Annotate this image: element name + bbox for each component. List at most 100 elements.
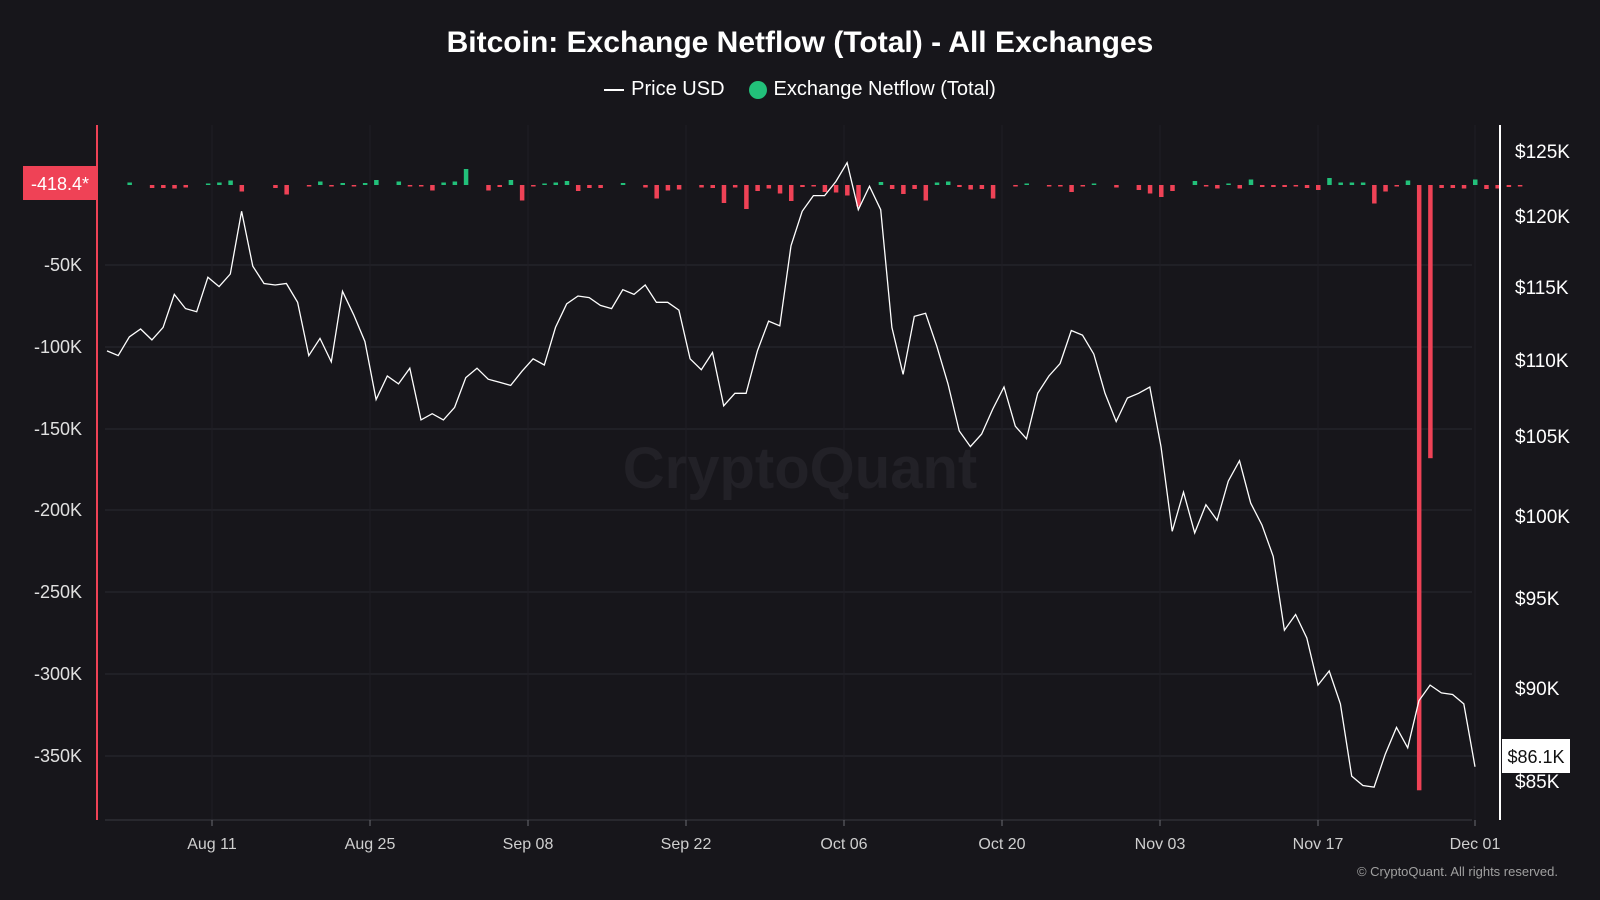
right-tick-label: $110K bbox=[1515, 351, 1569, 372]
netflow-bar bbox=[418, 185, 424, 187]
netflow-bar bbox=[766, 185, 772, 189]
netflow-bar bbox=[1360, 182, 1366, 185]
netflow-bar bbox=[205, 183, 211, 185]
netflow-bar bbox=[990, 185, 996, 199]
netflow-bar bbox=[598, 185, 603, 188]
netflow-bar bbox=[620, 183, 626, 185]
netflow-bar bbox=[1461, 185, 1467, 189]
netflow-bar bbox=[1013, 185, 1018, 187]
netflow-bar bbox=[721, 185, 727, 203]
netflow-bar bbox=[239, 185, 245, 192]
left-tick-label: -250K bbox=[34, 582, 82, 602]
netflow-bar bbox=[1203, 185, 1209, 187]
left-value-badge-label: -418.4* bbox=[31, 174, 89, 194]
right-tick-label: $85K bbox=[1515, 772, 1560, 793]
legend-item-netflow[interactable]: Exchange Netflow (Total) bbox=[748, 78, 996, 101]
netflow-bar bbox=[699, 185, 704, 188]
netflow-bar bbox=[463, 169, 469, 185]
netflow-bar bbox=[1383, 185, 1388, 192]
netflow-bar bbox=[800, 185, 805, 187]
netflow-bar bbox=[497, 185, 502, 187]
netflow-bar bbox=[822, 185, 828, 192]
netflow-bar bbox=[1248, 179, 1254, 185]
left-value-badge bbox=[23, 166, 96, 200]
netflow-bar bbox=[1338, 182, 1343, 185]
right-tick-label: $90K bbox=[1515, 679, 1560, 700]
netflow-bar bbox=[396, 181, 402, 185]
netflow-bar bbox=[665, 185, 671, 191]
chart-legend: Price USD Exchange Netflow (Total) bbox=[0, 78, 1600, 101]
netflow-bar bbox=[1136, 185, 1142, 190]
netflow-bar bbox=[1484, 185, 1489, 189]
netflow-bar bbox=[710, 185, 716, 188]
x-tick-label: Oct 20 bbox=[978, 836, 1025, 853]
netflow-bar bbox=[833, 185, 839, 193]
x-tick-label: Oct 06 bbox=[820, 836, 867, 853]
netflow-bar bbox=[441, 182, 446, 185]
netflow-bar bbox=[1159, 185, 1164, 197]
netflow-bar bbox=[1091, 183, 1097, 185]
netflow-bar bbox=[1439, 185, 1444, 188]
netflow-bar bbox=[362, 183, 368, 185]
netflow-bar bbox=[1237, 185, 1243, 189]
chart-title: Bitcoin: Exchange Netflow (Total) - All … bbox=[446, 26, 1154, 59]
netflow-bar bbox=[329, 185, 334, 187]
x-tick-label: Aug 11 bbox=[187, 836, 237, 853]
netflow-bar bbox=[968, 185, 973, 190]
netflow-bar bbox=[318, 181, 323, 185]
netflow-bar bbox=[1405, 180, 1411, 185]
netflow-bar bbox=[1024, 183, 1029, 185]
netflow-bar bbox=[486, 185, 491, 191]
netflow-bar bbox=[945, 181, 951, 185]
legend-item-price[interactable]: Price USD bbox=[604, 78, 725, 101]
netflow-bar bbox=[755, 185, 760, 191]
right-tick-label: $100K bbox=[1515, 507, 1570, 528]
netflow-bar bbox=[1046, 185, 1052, 187]
netflow-bar bbox=[1372, 185, 1377, 204]
netflow-bar bbox=[430, 185, 435, 191]
x-tick-label: Sep 08 bbox=[503, 836, 554, 853]
netflow-bar bbox=[1416, 185, 1422, 791]
x-tick-label: Sep 22 bbox=[661, 836, 712, 853]
netflow-bar bbox=[889, 185, 895, 189]
netflow-bar bbox=[508, 180, 514, 185]
netflow-bar bbox=[979, 185, 985, 189]
netflow-bar bbox=[452, 181, 458, 185]
netflow-bar bbox=[1517, 185, 1523, 187]
left-tick-label: -350K bbox=[34, 746, 82, 766]
netflow-bar bbox=[654, 185, 659, 199]
netflow-bar bbox=[183, 185, 188, 188]
netflow-bar bbox=[1114, 185, 1119, 188]
right-tick-label: $105K bbox=[1515, 427, 1570, 448]
netflow-bar bbox=[845, 185, 850, 196]
netflow-bar bbox=[587, 185, 592, 188]
netflow-bar bbox=[1394, 185, 1400, 187]
netflow-bar bbox=[1473, 179, 1478, 185]
dot-swatch-icon bbox=[748, 80, 767, 99]
netflow-bar bbox=[957, 185, 962, 187]
watermark: CryptoQuant bbox=[623, 436, 977, 501]
netflow-bar bbox=[744, 185, 749, 209]
netflow-bar bbox=[1192, 181, 1198, 185]
netflow-bar bbox=[340, 183, 345, 185]
netflow-bar bbox=[149, 185, 155, 188]
netflow-bar bbox=[777, 185, 783, 194]
netflow-bar bbox=[1327, 178, 1332, 185]
left-tick-label: -100K bbox=[34, 337, 82, 357]
netflow-bar bbox=[553, 182, 559, 185]
left-tick-label: -150K bbox=[34, 419, 82, 439]
netflow-bar bbox=[732, 185, 738, 188]
copyright-notice: © CryptoQuant. All rights reserved. bbox=[1356, 864, 1558, 879]
left-tick-label: -50K bbox=[44, 255, 82, 275]
netflow-bar bbox=[407, 185, 413, 187]
netflow-bar bbox=[273, 185, 278, 188]
netflow-bar bbox=[1428, 185, 1433, 459]
netflow-bar bbox=[1226, 183, 1231, 185]
netflow-bar bbox=[1282, 185, 1287, 187]
netflow-bar bbox=[575, 185, 581, 191]
netflow-bar bbox=[531, 185, 536, 187]
netflow-bar bbox=[519, 185, 525, 201]
netflow-bar bbox=[351, 185, 357, 187]
netflow-bar bbox=[1058, 185, 1063, 187]
legend-label-price: Price USD bbox=[631, 78, 725, 100]
